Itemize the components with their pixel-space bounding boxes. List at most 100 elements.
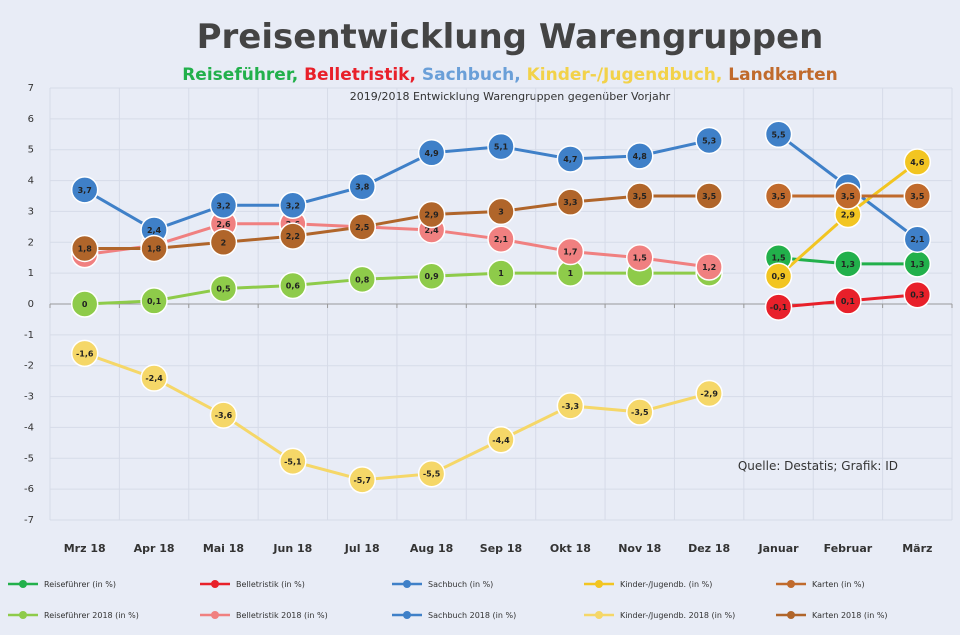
chart-title: Preisentwicklung Warengruppen [197,17,824,57]
data-point: 0,8 [348,265,376,294]
point-marker [417,262,446,290]
data-label: 3,2 [216,201,230,210]
data-label: 2 [221,238,227,247]
legend-marker [787,611,795,619]
data-label: 1 [498,269,504,278]
x-tick-label: Jul 18 [344,542,380,555]
data-point: 1,7 [556,237,585,266]
y-tick-label: 6 [28,114,34,125]
point-marker [556,392,585,420]
legend-marker [403,611,411,619]
data-label: 1,3 [910,260,924,269]
y-tick-label: -6 [24,484,34,495]
data-label: 0,1 [147,297,162,306]
chart-source: Quelle: Destatis; Grafik: ID [738,459,898,473]
data-point: 2,1 [487,225,515,253]
subtitle-part: Landkarten [728,65,838,85]
data-label: 1,8 [147,244,162,253]
data-label: 1,5 [771,254,786,263]
point-marker [279,271,307,300]
data-label: 0 [82,300,88,309]
y-tick-label: -4 [24,422,34,433]
legend-label: Sachbuch (in %) [428,580,493,589]
point-marker [70,234,99,263]
point-marker [209,191,238,220]
data-label: 2,2 [286,232,300,241]
x-tick-label: Januar [758,542,800,555]
data-point: 2 [209,228,238,257]
legend-label: Karten 2018 (in %) [812,611,888,620]
legend-item: Kinder-/Jugendb. (in %) [584,580,712,589]
point-marker [348,265,376,294]
data-label: 2,4 [425,226,440,235]
point-marker [556,145,585,173]
data-label: 2,6 [216,220,231,229]
data-label: 4,9 [425,149,440,158]
point-marker [764,293,793,321]
legend-label: Belletristik (in %) [236,580,305,589]
point-marker [556,237,585,266]
point-marker [279,447,307,476]
x-tick-label: Aug 18 [410,542,453,555]
series-line [84,194,710,250]
data-label: 2,9 [425,211,440,220]
legend-label: Kinder-/Jugendb. 2018 (in %) [620,611,735,620]
point-marker [556,188,585,216]
point-marker [695,379,723,408]
y-tick-label: 5 [28,145,34,156]
x-tick-label: Okt 18 [550,542,591,555]
y-axis: 7 6 5 4 3 2 1 0 -1 -2 -3 -4 -5 -6 -7 [24,83,34,526]
data-label: 0,8 [355,275,370,284]
data-label: 4,6 [910,158,925,167]
data-label: 1,8 [78,244,93,253]
data-point: -2,4 [140,364,168,392]
legend-item: Belletristik 2018 (in %) [200,611,328,620]
legend-item: Sachbuch (in %) [392,580,493,589]
data-point: 3,3 [556,188,585,216]
point-marker [834,287,862,315]
data-label: 2,1 [910,235,925,244]
data-label: 3,5 [702,192,717,201]
legend-item: Belletristik (in %) [200,580,305,589]
data-point: -5,1 [279,447,307,476]
data-label: 4,8 [633,152,648,161]
legend-item: Karten (in %) [776,580,865,589]
data-label: -2,9 [700,389,718,398]
x-tick-label: Mai 18 [203,542,244,555]
data-point: 2,9 [417,200,446,229]
data-label: 2,4 [147,226,162,235]
data-point: 3,5 [903,182,932,210]
data-label: 3,3 [563,198,577,207]
data-label: 0,5 [216,285,231,294]
legend-marker [595,580,603,588]
series-line [84,351,710,482]
point-marker [279,222,307,250]
data-label: -1,6 [76,349,94,358]
point-marker [417,459,446,488]
legend-label: Reiseführer 2018 (in %) [44,611,139,620]
point-marker [487,197,515,226]
data-point: 4,9 [417,139,446,167]
legend-label: Karten (in %) [812,580,865,589]
subtitle-part: Reiseführer, [182,65,304,85]
data-label: 3,2 [286,201,300,210]
x-tick-label: Februar [824,542,873,555]
point-marker [348,213,376,241]
point-marker [417,200,446,229]
point-marker [348,172,376,201]
data-label: 1,5 [633,254,648,263]
data-label: 3,5 [910,192,925,201]
data-point: 3,2 [279,191,307,220]
point-marker [140,287,168,315]
y-tick-label: -7 [24,515,34,526]
data-label: 4,7 [563,155,577,164]
x-tick-label: Apr 18 [134,542,175,555]
data-label: -5,5 [423,470,441,479]
data-label: 3 [498,207,504,216]
data-point: 0,9 [417,262,446,290]
point-marker [417,139,446,167]
data-point: 2,1 [903,225,932,253]
point-marker [487,132,515,161]
data-label: 0,6 [286,281,301,290]
data-point: 1 [487,259,515,287]
